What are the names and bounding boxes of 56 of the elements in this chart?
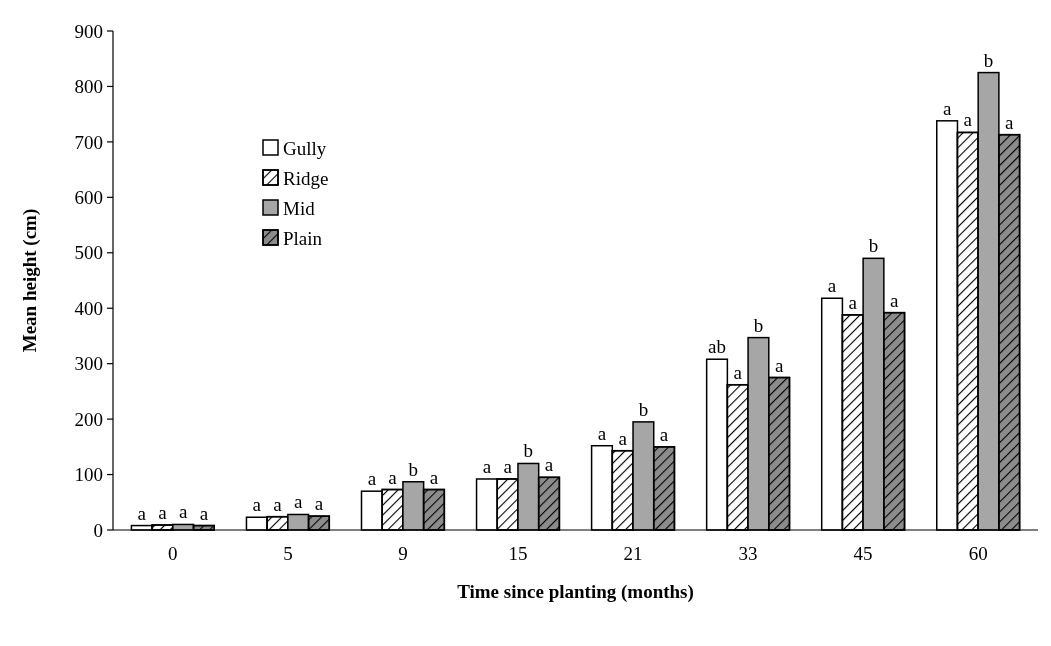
data-label: a (659, 423, 669, 445)
y-tick-label: 600 (74, 186, 103, 208)
x-tick-label: 9 (398, 543, 408, 564)
data-label: a (429, 466, 439, 488)
legend-label: Mid (283, 197, 316, 219)
data-label: a (137, 502, 147, 524)
y-tick-label: 100 (74, 464, 103, 486)
data-label: a (889, 289, 899, 311)
data-label: a (158, 502, 168, 524)
y-tick-label: 800 (74, 76, 103, 98)
data-label: a (827, 275, 837, 297)
y-tick-label: 300 (74, 353, 103, 375)
data-label: b (523, 440, 534, 462)
x-tick-label: 33 (738, 543, 758, 564)
data-label: b (753, 314, 764, 336)
data-label: a (294, 491, 304, 513)
legend-label: Plain (283, 227, 323, 249)
data-label: b (638, 398, 649, 420)
data-label: a (618, 427, 628, 449)
x-tick-label: 0 (168, 543, 178, 564)
data-label: a (178, 501, 188, 523)
data-label: a (314, 493, 324, 515)
x-axis-title: Time since planting (months) (457, 581, 694, 603)
data-label: a (1005, 111, 1015, 133)
legend-label: Gully (283, 137, 327, 159)
data-label: a (848, 291, 858, 313)
data-label: ab (708, 336, 726, 358)
y-tick-label: 200 (74, 408, 103, 430)
y-tick-label: 700 (74, 131, 103, 153)
data-label: a (544, 454, 554, 476)
data-label: b (408, 458, 419, 480)
y-tick-label: 500 (74, 242, 103, 264)
data-label: a (774, 354, 784, 376)
x-tick-label: 45 (853, 543, 873, 564)
x-tick-label: 5 (283, 543, 293, 564)
data-label: a (482, 455, 492, 477)
data-label: a (597, 422, 607, 444)
data-label: a (503, 455, 513, 477)
data-label: a (942, 97, 952, 119)
data-label: a (252, 494, 262, 516)
x-tick-label: 15 (508, 543, 528, 564)
data-label: a (273, 493, 283, 515)
y-tick-label: 400 (74, 297, 103, 319)
y-tick-label: 900 (74, 20, 103, 42)
data-label: a (963, 109, 973, 131)
legend-label: Ridge (283, 167, 329, 189)
data-label: a (199, 502, 209, 524)
data-label: b (983, 49, 994, 71)
y-axis-title: Mean height (cm) (19, 208, 41, 353)
data-label: a (733, 361, 743, 383)
y-tick-label: 0 (93, 519, 103, 541)
x-tick-label: 60 (968, 543, 988, 564)
data-label: b (868, 235, 879, 257)
data-label: a (367, 468, 377, 490)
data-label: a (388, 466, 398, 488)
x-tick-label: 21 (623, 543, 643, 564)
